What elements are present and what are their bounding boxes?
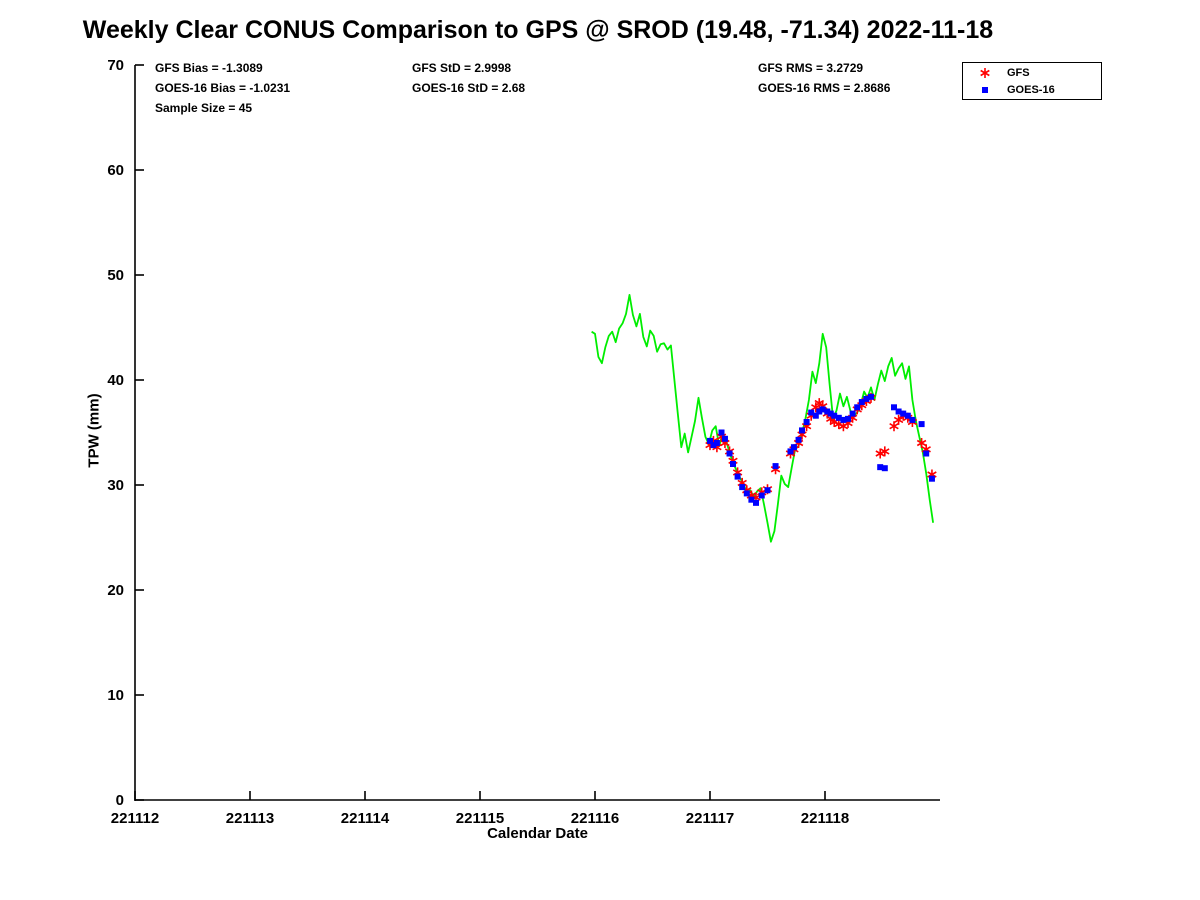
goes16-marker <box>982 86 988 93</box>
goes16-marker <box>730 461 736 467</box>
goes16-marker <box>799 427 805 434</box>
goes16-marker <box>772 463 779 470</box>
gfs-marker <box>916 438 927 448</box>
chart-title: Weekly Clear CONUS Comparison to GPS @ S… <box>82 16 994 44</box>
goes16-marker <box>710 442 717 449</box>
goes16-marker <box>707 437 713 444</box>
y-tick-label: 60 <box>107 162 124 179</box>
goes16-marker <box>858 399 865 406</box>
stat-goes16-std: GOES-16 StD = 2.68 <box>412 81 526 95</box>
goes16-marker <box>803 419 810 425</box>
goes16-marker <box>824 408 831 415</box>
x-tick-label: 221116 <box>571 810 619 827</box>
goes16-marker <box>868 393 874 400</box>
goes16-marker <box>739 484 746 491</box>
stat-sample-size: Sample Size = 45 <box>155 101 253 115</box>
gfs-marker <box>880 446 890 457</box>
legend-item-goes16: GOES-16 <box>963 82 1101 97</box>
goes16-marker <box>891 404 897 411</box>
legend-label-gfs: GFS <box>1007 66 1030 79</box>
y-tick-label: 70 <box>107 57 124 74</box>
stat-gfs-std: GFS StD = 2.9998 <box>412 61 512 75</box>
goes16-marker <box>764 487 771 494</box>
goes16-marker <box>845 415 851 422</box>
stat-gfs-bias: GFS Bias = -1.3089 <box>155 61 263 75</box>
goes16-marker <box>928 475 935 482</box>
asterisk-marker-icon <box>980 67 990 78</box>
goes16-marker <box>909 416 916 423</box>
goes16-marker <box>877 464 884 471</box>
goes16-marker <box>748 496 755 503</box>
goes16-marker <box>816 408 823 415</box>
goes16-marker <box>863 395 870 402</box>
goes16-marker <box>721 435 728 442</box>
goes16-marker <box>753 499 759 506</box>
y-axis-label: TPW (mm) <box>85 393 103 468</box>
goes16-marker <box>734 473 741 480</box>
goes16-marker <box>718 429 725 436</box>
goes16-marker <box>827 410 834 417</box>
goes16-marker <box>795 436 802 443</box>
y-tick-label: 20 <box>107 582 124 599</box>
gps-line <box>591 293 934 543</box>
goes16-marker <box>758 492 765 499</box>
goes16-marker <box>895 408 902 415</box>
y-tick-label: 10 <box>107 687 124 704</box>
x-tick-label: 221112 <box>111 810 159 827</box>
goes16-marker <box>923 450 930 457</box>
legend-label-goes16: GOES-16 <box>1007 83 1055 96</box>
goes16-marker <box>881 465 888 472</box>
x-tick-label: 221118 <box>801 810 849 827</box>
x-tick-label: 221115 <box>456 810 504 827</box>
goes16-marker <box>900 410 907 417</box>
goes16-marker <box>819 406 826 413</box>
goes16-marker <box>835 414 842 421</box>
x-axis-label: Calendar Date <box>487 825 588 842</box>
goes16-marker <box>726 450 733 457</box>
gfs-marker <box>889 421 899 432</box>
square-marker-icon <box>982 86 988 93</box>
goes16-marker <box>849 410 856 417</box>
goes16-marker <box>808 409 815 416</box>
goes16-marker <box>713 440 720 446</box>
legend-item-gfs: GFS <box>963 65 1101 80</box>
goes16-marker <box>831 412 838 419</box>
gfs-marker <box>980 67 990 78</box>
y-tick-label: 40 <box>107 372 124 389</box>
stat-goes16-rms: GOES-16 RMS = 2.8686 <box>758 81 891 95</box>
stat-goes16-bias: GOES-16 Bias = -1.0231 <box>155 81 291 95</box>
goes16-marker <box>787 448 794 455</box>
stat-gfs-rms: GFS RMS = 3.2729 <box>758 61 864 75</box>
y-tick-label: 50 <box>107 267 124 284</box>
x-tick-label: 221114 <box>341 810 390 827</box>
x-tick-label: 221117 <box>686 810 734 827</box>
y-tick-label: 0 <box>116 792 124 809</box>
goes16-marker <box>840 416 847 423</box>
gfs-marker <box>893 414 904 425</box>
goes16-marker <box>743 490 750 497</box>
legend: GFS GOES-16 <box>962 62 1102 100</box>
goes16-marker <box>918 421 925 428</box>
goes16-marker <box>904 412 911 419</box>
y-tick-label: 30 <box>107 477 124 494</box>
goes16-marker <box>854 404 861 411</box>
goes16-marker <box>790 444 797 451</box>
x-tick-label: 221113 <box>226 810 274 827</box>
goes16-marker <box>812 412 819 419</box>
